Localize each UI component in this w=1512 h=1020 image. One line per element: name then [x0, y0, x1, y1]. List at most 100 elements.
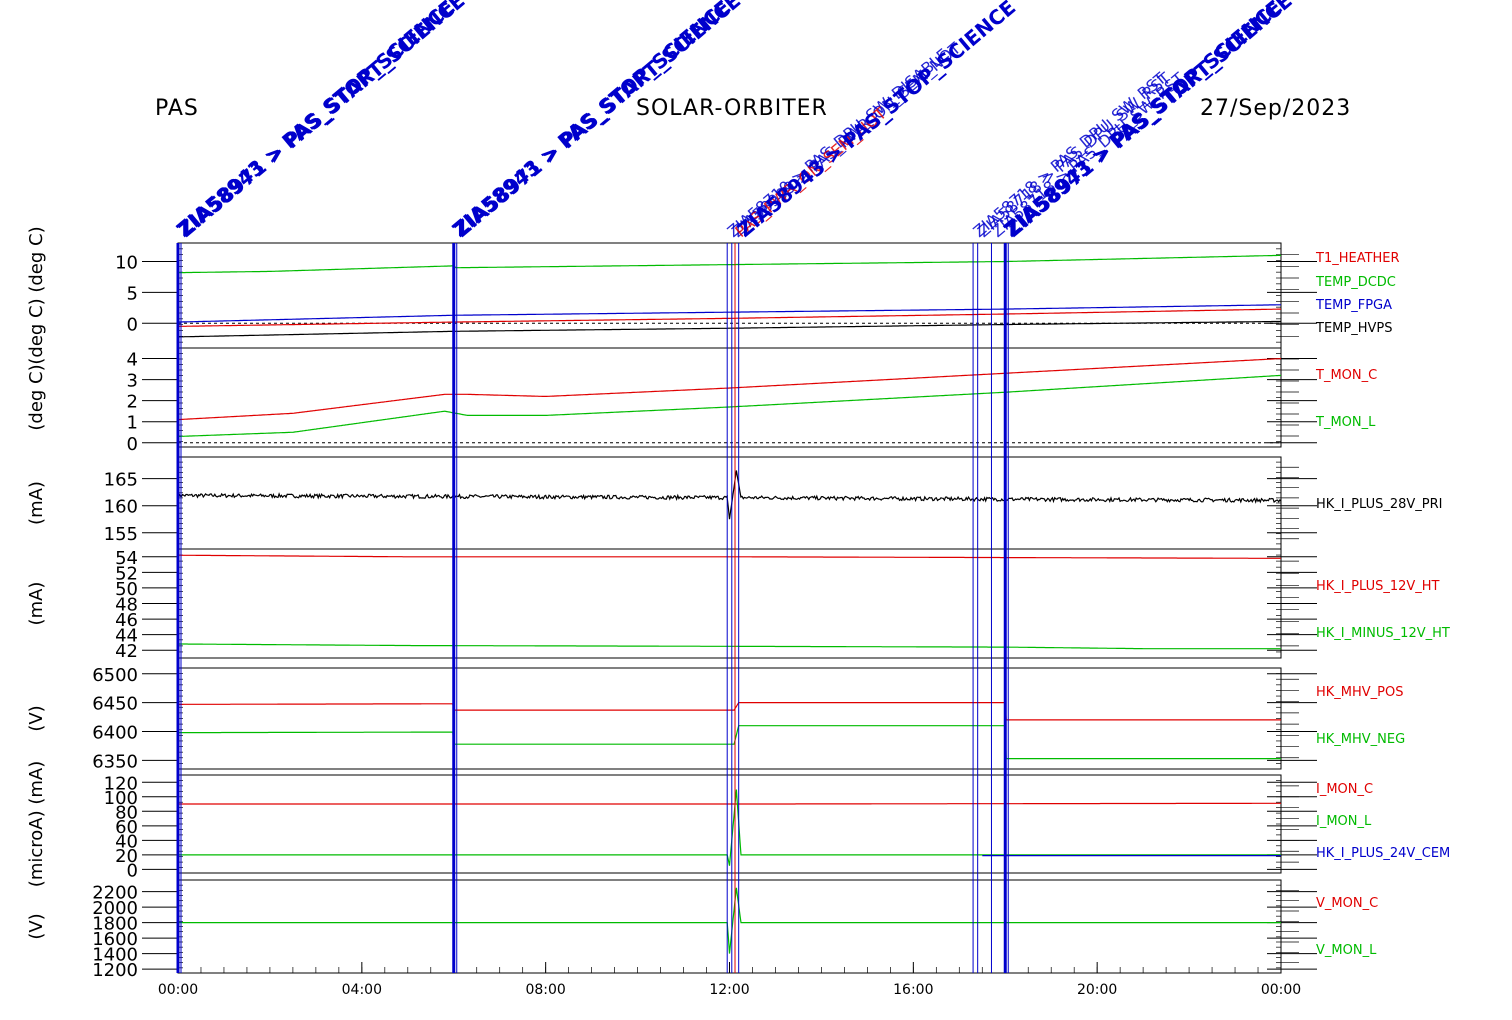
y-tick-label: 20 — [115, 846, 138, 867]
legend-I_MON_L: I_MON_L — [1316, 814, 1372, 829]
legend-HK_I_PLUS_24V_CEM: HK_I_PLUS_24V_CEM — [1316, 846, 1450, 861]
legend-V_MON_C: V_MON_C — [1316, 896, 1378, 911]
series-T_MON_L — [177, 374, 1282, 438]
y-tick-label: 46 — [115, 610, 138, 631]
y-axis-label: (mA) — [26, 582, 47, 626]
legend-HK_MHV_POS: HK_MHV_POS — [1316, 685, 1404, 700]
panel-frame — [177, 548, 1282, 659]
series-T1_HEATHER — [178, 308, 1281, 327]
y-axis-label: (deg C) (deg C) — [26, 226, 47, 364]
legend-HK_I_PLUS_12V_HT: HK_I_PLUS_12V_HT — [1316, 579, 1440, 594]
legend-TEMP_DCDC: TEMP_DCDC — [1315, 275, 1396, 290]
y-tick-label: 160 — [104, 497, 138, 518]
panel-5: 6350 6400 6450 6500 (V) HK_MHV_POS HK_MHV_NEG — [26, 665, 1405, 773]
legend-T_MON_C: T_MON_C — [1315, 368, 1377, 383]
series-V_MON_L — [178, 887, 1281, 954]
legend-HK_I_MINUS_12V_HT: HK_I_MINUS_12V_HT — [1316, 626, 1450, 641]
panel-1: 0 5 10 (deg C) (deg C) T1_HEATHER TEMP_DCDC TE… — [26, 226, 1400, 364]
y-tick-label: 2 — [127, 392, 138, 413]
series-HK_MHV_NEG — [178, 725, 1281, 760]
y-tick-label: 42 — [115, 641, 138, 662]
panel-frame — [177, 774, 1282, 874]
series-TEMP_HVPS — [178, 320, 1282, 338]
y-tick-label: 10 — [115, 253, 138, 274]
y-tick-label: 54 — [115, 548, 138, 569]
y-tick-label: 165 — [104, 470, 138, 491]
legend-T_MON_L: T_MON_L — [1315, 415, 1376, 430]
series-I_MON_L — [178, 789, 1281, 866]
x-tick-label: 16:00 — [893, 982, 933, 998]
date-label: 27/Sep/2023 — [1200, 96, 1352, 121]
series-HK_I_MINUS_12V_HT — [178, 643, 1281, 650]
series-T_MON_C — [178, 357, 1282, 421]
y-axis-label: (deg C) — [26, 364, 47, 430]
y-tick-label: 2200 — [92, 883, 138, 904]
legend-TEMP_FPGA: TEMP_FPGA — [1315, 298, 1392, 313]
legend-HK_MHV_NEG: HK_MHV_NEG — [1316, 732, 1405, 747]
legend-HK_I_PLUS_28V_PRI: HK_I_PLUS_28V_PRI — [1316, 497, 1442, 512]
y-tick-label: 0 — [127, 314, 138, 335]
panel-frame — [177, 667, 1282, 770]
x-tick-label: 12:00 — [709, 982, 749, 998]
y-tick-label: 1 — [127, 413, 138, 434]
instrument-label: PAS — [155, 96, 199, 121]
y-tick-label: 4 — [127, 350, 138, 371]
y-tick-label: 6400 — [92, 722, 138, 743]
panel-frame — [177, 879, 1282, 974]
mission-label: SOLAR-ORBITER — [636, 96, 828, 121]
y-tick-label: 155 — [104, 524, 138, 545]
panel-3: 155 160 165 (mA) HK_I_PLUS_28V_PRI — [26, 456, 1442, 550]
x-tick-label: 04:00 — [342, 982, 382, 998]
y-tick-label: 44 — [115, 626, 138, 647]
x-tick-label: 20:00 — [1077, 982, 1117, 998]
y-tick-label: 50 — [115, 579, 138, 600]
y-tick-label: 1200 — [92, 960, 138, 981]
y-axis-label: (mA) — [26, 481, 47, 525]
y-tick-label: 3 — [127, 371, 138, 392]
y-tick-label: 80 — [115, 802, 138, 823]
event-label: ZIA58943 > PAS_STOP_SCIENCE — [732, 0, 1020, 242]
panel-frame — [177, 456, 1282, 550]
y-tick-label: 1400 — [92, 945, 138, 966]
y-tick-label: 100 — [104, 788, 138, 809]
legend-I_MON_C: I_MON_C — [1316, 782, 1373, 797]
panel-frame — [177, 347, 1282, 448]
series-TEMP_FPGA — [177, 304, 1281, 323]
series-HK_MHV_POS — [178, 702, 1281, 721]
y-axis-label: (V) — [26, 705, 47, 731]
event-label: ZIA58971 > PAS_START_SCIENCE — [450, 0, 746, 242]
legend-T1_HEATHER: T1_HEATHER — [1315, 251, 1400, 266]
series-TEMP_DCDC — [178, 254, 1281, 274]
y-tick-label: 60 — [115, 817, 138, 838]
legend-TEMP_HVPS: TEMP_HVPS — [1315, 321, 1392, 336]
y-tick-label: 120 — [104, 773, 138, 794]
x-tick-label: 00:00 — [158, 982, 198, 998]
y-tick-label: 0 — [127, 434, 138, 455]
y-tick-label: 0 — [127, 860, 138, 881]
y-tick-label: 52 — [115, 563, 138, 584]
y-tick-label: 1600 — [92, 929, 138, 950]
series-I_MON_C — [178, 802, 1281, 805]
series-HK_I_PLUS_12V_HT — [178, 554, 1281, 559]
y-tick-label: 6450 — [92, 694, 138, 715]
y-tick-label: 1800 — [92, 914, 138, 935]
y-axis-label: (microA) (mA) — [26, 761, 47, 887]
y-tick-label: 6350 — [92, 751, 138, 772]
y-tick-label: 5 — [127, 283, 138, 304]
y-tick-label: 2000 — [92, 898, 138, 919]
y-tick-label: 6500 — [92, 665, 138, 686]
y-tick-label: 40 — [115, 831, 138, 852]
x-tick-label: 08:00 — [525, 982, 565, 998]
event-label: ZIA58971 > PAS_START_SCIENCE — [174, 0, 470, 242]
y-tick-label: 48 — [115, 595, 138, 616]
y-axis-label: (V) — [26, 913, 47, 939]
x-tick-label: 00:00 — [1261, 982, 1301, 998]
series-HK_I_PLUS_28V_PRI — [177, 470, 1282, 520]
legend-V_MON_L: V_MON_L — [1316, 943, 1377, 958]
event-label: ZIA58971 > PAS_START_SCIENCE — [1001, 0, 1297, 242]
